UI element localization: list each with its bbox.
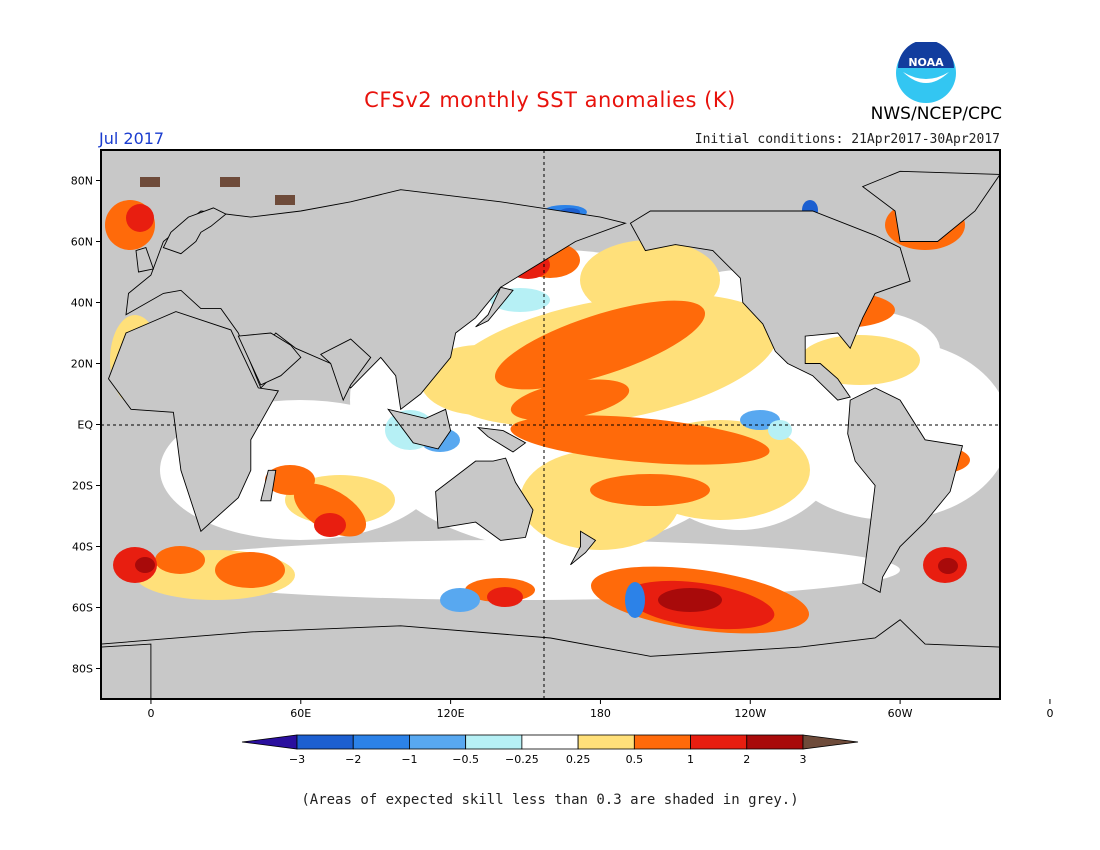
colorbar: −3 −2 −1 −0.5 −0.25 0.25 0.5 1 2 3	[241, 734, 859, 766]
lon-tick-label: 60W	[888, 707, 913, 720]
colorbar-bin	[690, 734, 748, 750]
anomaly-patch	[126, 204, 154, 232]
anomaly-patch	[487, 587, 523, 607]
land-mass	[570, 530, 597, 566]
anomaly-patch	[590, 474, 710, 506]
lon-tick-label: 0	[1046, 707, 1053, 720]
colorbar-label: 0.25	[566, 753, 591, 766]
anomaly-patch	[580, 240, 720, 320]
lon-tick-label: 180	[590, 707, 611, 720]
land-mass	[1062, 208, 1100, 254]
land-mass	[135, 247, 154, 273]
lat-tick-label: 40S	[72, 541, 93, 554]
colorbar-bin	[577, 734, 635, 750]
land-mass	[260, 469, 277, 502]
reference-lines	[101, 150, 1000, 699]
colorbar-bin	[409, 734, 467, 750]
land-mass	[162, 207, 227, 255]
land-mass	[101, 619, 1000, 699]
colorbar-label: −1	[401, 753, 417, 766]
lat-tick-label: 80S	[72, 663, 93, 676]
lon-tick-label: 0	[147, 707, 154, 720]
land-mass	[237, 332, 302, 386]
anomaly-patch	[220, 177, 240, 187]
forecast-period: Jul 2017	[99, 129, 165, 148]
anomaly-patch	[275, 195, 295, 205]
land-mass	[475, 286, 514, 328]
colorbar-bin	[465, 734, 523, 750]
anomaly-patch	[510, 415, 770, 465]
land-mass	[629, 210, 911, 401]
land-mass	[435, 457, 534, 541]
anomaly-patch	[140, 177, 160, 187]
colorbar-label: 0.5	[626, 753, 644, 766]
anomaly-patch	[440, 588, 480, 612]
anomaly-patch	[265, 465, 315, 495]
initial-conditions: Initial conditions: 21Apr2017-30Apr2017	[694, 132, 1000, 147]
map-title: CFSv2 monthly SST anomalies (K)	[364, 88, 736, 112]
land-mass	[1025, 190, 1100, 410]
land-mass	[999, 643, 1000, 699]
land-mass	[861, 170, 1000, 242]
lon-tick-label: 60E	[290, 707, 311, 720]
skill-footnote: (Areas of expected skill less than 0.3 a…	[301, 792, 799, 808]
anomaly-patch	[625, 582, 645, 618]
map-field	[0, 150, 1100, 699]
colorbar-label: 1	[687, 753, 694, 766]
anomaly-patch	[938, 558, 958, 574]
land-mass	[107, 311, 280, 533]
colorbar-label: 3	[800, 753, 807, 766]
lat-tick-label: 60S	[72, 602, 93, 615]
latitude-axis: 80N 60N 40N 20N EQ 20S 40S 60S 80S	[71, 175, 101, 676]
noaa-logo: NOAA	[896, 42, 956, 103]
land-mass	[476, 426, 527, 453]
colorbar-label: −0.5	[452, 753, 479, 766]
anomaly-patch	[155, 546, 205, 574]
anomaly-patch	[135, 557, 155, 573]
land-mass	[1008, 312, 1100, 532]
anomaly-patch	[314, 513, 346, 537]
land-mass	[320, 338, 372, 402]
anomaly-patch	[510, 379, 630, 421]
anomaly-patch	[293, 483, 367, 537]
anomaly-patch	[658, 588, 722, 612]
colorbar-bin	[521, 734, 579, 750]
colorbar-bin	[352, 734, 410, 750]
agency-label: NWS/NCEP/CPC	[870, 104, 1002, 124]
colorbar-bin	[296, 734, 354, 750]
lat-tick-label: EQ	[77, 419, 93, 432]
colorbar-bin	[746, 734, 804, 750]
anomaly-patch	[494, 300, 706, 390]
colorbar-bin	[802, 734, 859, 750]
lat-tick-label: 60N	[71, 236, 93, 249]
land-mass	[1035, 248, 1052, 272]
colorbar-label: 2	[743, 753, 750, 766]
colorbar-label: −3	[289, 753, 305, 766]
land-mass	[387, 408, 452, 450]
lat-tick-label: 20N	[71, 358, 93, 371]
colorbar-bin	[633, 734, 691, 750]
lon-tick-label: 120W	[734, 707, 766, 720]
anomaly-patch	[768, 420, 792, 440]
colorbar-bin	[241, 734, 298, 750]
land-mass	[0, 211, 11, 400]
colorbar-label: −0.25	[505, 753, 539, 766]
lat-tick-label: 80N	[71, 175, 93, 188]
lat-tick-label: 20S	[72, 480, 93, 493]
longitude-axis: 0 60E 120E 180 120W 60W 0	[147, 699, 1053, 720]
lat-tick-label: 40N	[71, 297, 93, 310]
land-mass	[0, 388, 64, 592]
land-mass	[847, 387, 964, 593]
colorbar-label: −2	[345, 753, 361, 766]
land-masses	[0, 170, 1100, 699]
lon-tick-label: 120E	[437, 707, 465, 720]
noaa-logo-text: NOAA	[908, 56, 944, 69]
anomaly-patch	[215, 552, 285, 588]
land-mass	[101, 643, 152, 699]
